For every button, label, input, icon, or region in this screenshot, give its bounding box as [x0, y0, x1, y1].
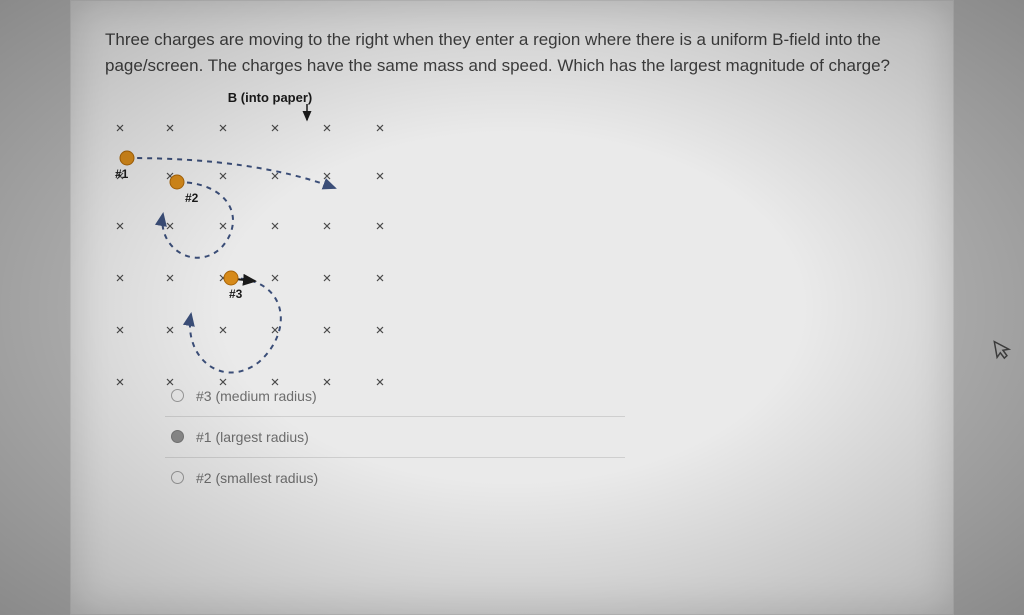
- path-1: [127, 158, 335, 188]
- svg-text:#3: #3: [229, 287, 243, 301]
- diagram: B (into paper) #1 #2 #3: [105, 86, 435, 376]
- option-label: #1 (largest radius): [196, 429, 309, 445]
- radio-icon: [171, 430, 184, 443]
- option-3[interactable]: #2 (smallest radius): [165, 458, 625, 498]
- svg-text:#2: #2: [185, 191, 199, 205]
- radio-icon: [171, 471, 184, 484]
- question-card: Three charges are moving to the right wh…: [70, 0, 954, 615]
- option-2[interactable]: #1 (largest radius): [165, 417, 625, 458]
- diagram-title: B (into paper): [228, 90, 313, 105]
- option-label: #2 (smallest radius): [196, 470, 318, 486]
- svg-text:#1: #1: [115, 167, 129, 181]
- question-text: Three charges are moving to the right wh…: [105, 27, 919, 80]
- diagram-svg: B (into paper) #1 #2 #3: [105, 86, 435, 396]
- b-field-grid: [117, 125, 383, 385]
